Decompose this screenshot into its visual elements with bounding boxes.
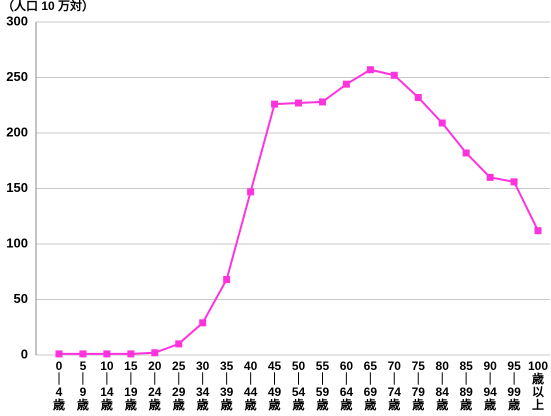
x-tick-label: 90 ｜ 94 歳 xyxy=(483,359,497,412)
data-point xyxy=(414,93,422,101)
data-point xyxy=(151,349,159,357)
x-tick-label: 35 ｜ 39 歳 xyxy=(220,359,234,412)
data-point xyxy=(247,188,255,196)
data-line xyxy=(58,68,539,355)
x-tick-label: 30 ｜ 34 歳 xyxy=(196,359,210,412)
data-point xyxy=(295,99,302,107)
data-point xyxy=(486,173,494,181)
data-point xyxy=(534,227,542,235)
x-tick-label: 15 ｜ 19 歳 xyxy=(124,359,138,412)
y-tick-label: 150 xyxy=(6,180,28,195)
x-tick-label: 75 ｜ 79 歳 xyxy=(412,359,426,412)
data-point xyxy=(390,71,398,79)
y-tick-label: 200 xyxy=(6,124,28,139)
y-tick-label: 250 xyxy=(6,69,28,84)
data-point xyxy=(366,66,374,74)
data-point xyxy=(199,319,207,327)
y-tick-label: 100 xyxy=(6,235,28,250)
x-tick-label: 10 ｜ 14 歳 xyxy=(100,359,114,412)
data-point xyxy=(318,98,326,106)
data-point xyxy=(127,350,135,358)
x-tick-label: 0 ｜ 4 歳 xyxy=(53,359,65,412)
y-tick-label: 50 xyxy=(14,291,28,306)
x-tick-label: 20 ｜ 24 歳 xyxy=(148,359,162,412)
data-point xyxy=(55,350,63,358)
x-tick-label: 85 ｜ 89 歳 xyxy=(459,359,473,412)
x-tick-label: 95 ｜ 99 歳 xyxy=(507,359,521,412)
x-tick-label: 70 ｜ 74 歳 xyxy=(388,359,402,412)
x-tick-label: 60 ｜ 64 歳 xyxy=(340,359,354,412)
data-point xyxy=(79,350,87,358)
data-point xyxy=(271,100,279,108)
x-tick-label: 5 ｜ 9 歳 xyxy=(77,359,89,412)
x-tick-label: 50 ｜ 54 歳 xyxy=(292,359,306,412)
x-tick-label: 80 ｜ 84 歳 xyxy=(436,359,450,412)
data-point xyxy=(342,80,350,88)
data-point xyxy=(223,276,231,284)
x-tick-label: 100 歳以上 xyxy=(528,359,548,412)
x-tick-label: 25 ｜ 29 歳 xyxy=(172,359,186,412)
data-point xyxy=(175,340,183,348)
data-point xyxy=(103,350,111,358)
x-tick-label: 40 ｜ 44 歳 xyxy=(244,359,258,412)
data-point xyxy=(438,119,446,127)
y-axis-label: （人口 10 万対） xyxy=(2,0,94,13)
x-tick-label: 45 ｜ 49 歳 xyxy=(268,359,282,412)
data-point xyxy=(510,178,518,186)
y-tick-label: 300 xyxy=(6,13,28,28)
x-tick-label: 55 ｜ 59 歳 xyxy=(316,359,330,412)
data-point xyxy=(462,149,470,157)
y-tick-label: 0 xyxy=(21,346,28,361)
x-tick-label: 65 ｜ 69 歳 xyxy=(364,359,378,412)
